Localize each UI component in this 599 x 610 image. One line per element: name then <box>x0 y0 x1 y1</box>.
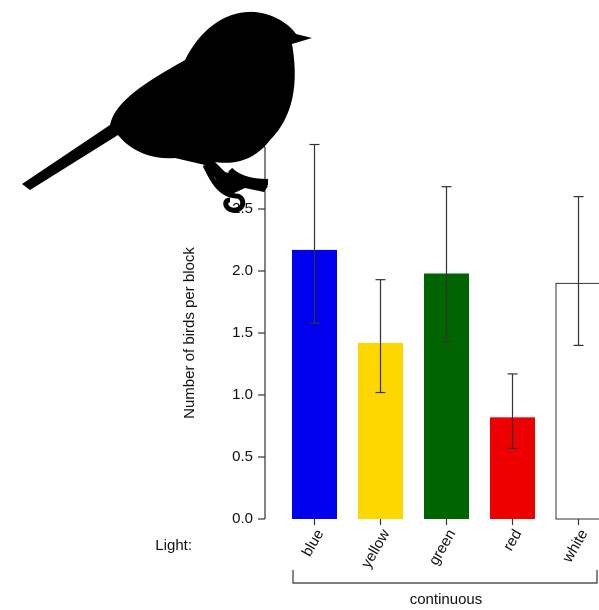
y-tick-label: 2.0 <box>232 262 253 279</box>
y-tick-label: 0.0 <box>232 510 253 527</box>
group-label: continuous <box>410 591 483 608</box>
y-axis-label: Number of birds per block <box>181 247 198 419</box>
bar <box>555 282 599 520</box>
y-tick-label: 0.5 <box>232 448 253 465</box>
x-tick-label: red <box>500 526 526 553</box>
bird-silhouette <box>22 11 312 213</box>
x-tick-label: yellow <box>358 526 394 571</box>
x-prefix-label: Light: <box>155 537 192 554</box>
x-tick-label: green <box>425 526 459 568</box>
plot-area: 0.00.51.01.52.02.53.0blueyellowgreenredw… <box>232 138 599 571</box>
group-bracket <box>292 570 598 584</box>
y-tick-label: 1.0 <box>232 386 253 403</box>
y-tick-label: 1.5 <box>232 324 253 341</box>
x-tick-label: white <box>559 526 592 566</box>
x-tick-label: blue <box>298 526 327 559</box>
